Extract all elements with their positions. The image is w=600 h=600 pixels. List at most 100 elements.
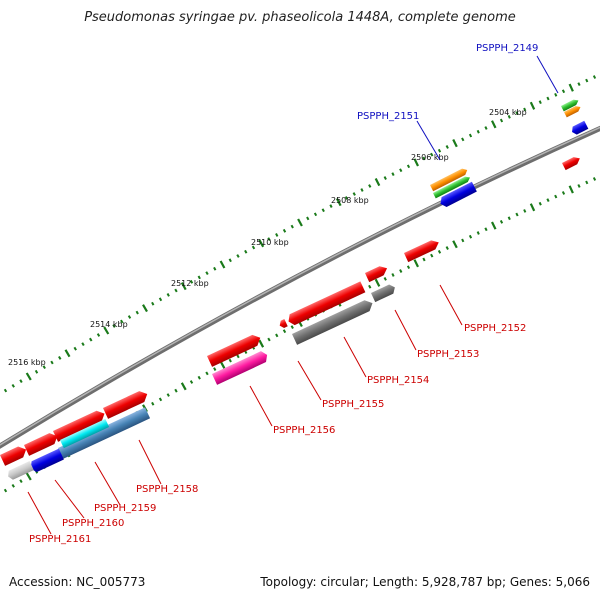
gene-feature-red[interactable] — [365, 264, 389, 283]
minor-tick — [422, 257, 426, 262]
gene-feature-red-small[interactable] — [278, 319, 288, 329]
minor-tick — [11, 383, 15, 388]
minor-tick — [344, 196, 349, 200]
leader-line-2154 — [343, 336, 367, 378]
major-tick — [452, 139, 458, 148]
gene-feature-orange[interactable] — [564, 104, 582, 118]
minor-tick — [554, 194, 558, 199]
minor-tick — [19, 379, 23, 384]
minor-tick — [58, 355, 62, 360]
gene-labels: PSPPH_2149 PSPPH_2151 PSPPH_2152 PSPPH_2… — [29, 43, 538, 545]
minor-tick — [236, 354, 240, 359]
minor-tick — [329, 204, 333, 208]
major-tick — [142, 304, 148, 313]
gene-feature-red[interactable] — [24, 431, 60, 456]
gene-feature-red[interactable] — [562, 155, 582, 171]
minor-tick — [577, 184, 581, 188]
major-tick — [103, 326, 110, 335]
minor-tick — [251, 245, 256, 250]
map-title: Pseudomonas syringae pv. phaseolicola 14… — [84, 10, 516, 25]
gene-label-2151[interactable]: PSPPH_2151 — [357, 111, 419, 122]
gene-feature-orange[interactable] — [430, 167, 469, 192]
gene-label-2158[interactable]: PSPPH_2158 — [136, 484, 198, 495]
major-tick — [491, 120, 497, 129]
minor-tick — [352, 192, 356, 196]
gene-label-2154[interactable]: PSPPH_2154 — [367, 375, 429, 386]
gene-feature-steel[interactable] — [58, 407, 151, 459]
major-tick — [568, 83, 574, 92]
minor-tick — [50, 360, 54, 365]
major-tick — [374, 178, 381, 187]
minor-tick — [445, 145, 449, 149]
gene-feature-gray[interactable] — [371, 283, 397, 303]
minor-tick — [499, 219, 504, 224]
minor-tick — [275, 333, 279, 338]
minor-tick — [282, 228, 287, 233]
major-tick — [413, 158, 419, 167]
gene-feature-magenta[interactable] — [212, 349, 270, 385]
gene-label-2159[interactable]: PSPPH_2159 — [94, 503, 156, 514]
gene-feature-green[interactable] — [433, 175, 471, 199]
minor-tick — [577, 82, 581, 87]
minor-tick — [592, 75, 597, 79]
minor-tick — [290, 325, 294, 329]
minor-tick — [42, 365, 46, 370]
minor-tick — [306, 216, 310, 221]
minor-tick — [158, 397, 163, 402]
minor-tick — [468, 234, 473, 239]
minor-tick — [213, 266, 217, 271]
leader-line-2153 — [394, 309, 417, 351]
gene-feature-red[interactable] — [103, 389, 150, 419]
minor-tick — [383, 277, 387, 281]
minor-tick — [205, 271, 209, 275]
scale-label-2512: 2512 kbp — [171, 279, 209, 288]
gene-label-2160[interactable]: PSPPH_2160 — [62, 518, 124, 529]
minor-tick — [11, 483, 15, 488]
major-tick — [413, 259, 419, 268]
minor-tick — [422, 156, 426, 161]
gene-feature-red[interactable] — [286, 281, 366, 327]
gene-feature-blue[interactable] — [570, 120, 589, 136]
gene-label-2153[interactable]: PSPPH_2153 — [417, 349, 479, 360]
major-tick — [297, 218, 303, 227]
gene-feature-green[interactable] — [561, 98, 580, 112]
gene-label-2152[interactable]: PSPPH_2152 — [464, 323, 526, 334]
leader-line-2156 — [249, 385, 273, 427]
gene-feature-red[interactable] — [207, 332, 263, 367]
minor-tick — [546, 198, 550, 203]
minor-tick — [197, 375, 201, 380]
leader-line-2149 — [536, 55, 559, 94]
minor-tick — [3, 388, 8, 393]
gene-feature-gray[interactable] — [292, 298, 375, 345]
minor-tick — [430, 152, 434, 157]
minor-tick — [437, 148, 442, 153]
minor-tick — [445, 246, 449, 250]
gene-feature-red[interactable] — [404, 238, 441, 263]
gene-feature-red[interactable] — [0, 444, 29, 466]
gene-feature-cyan[interactable] — [60, 418, 110, 449]
genome-backbone-highlight — [0, 126, 600, 446]
minor-tick — [313, 212, 318, 217]
gene-feature-blue[interactable] — [438, 181, 477, 209]
gene-feature-lightgray[interactable] — [6, 461, 34, 481]
major-tick — [258, 339, 265, 348]
leader-line-2160 — [54, 479, 85, 519]
minor-tick — [523, 209, 527, 213]
minor-tick — [127, 315, 132, 319]
minor-tick — [484, 126, 488, 130]
gene-label-2161[interactable]: PSPPH_2161 — [29, 534, 91, 545]
gene-label-2155[interactable]: PSPPH_2155 — [322, 399, 384, 410]
leader-line-2151 — [416, 120, 441, 161]
minor-tick — [468, 133, 473, 138]
gene-label-2156[interactable]: PSPPH_2156 — [273, 425, 335, 436]
gene-feature-red[interactable] — [53, 408, 107, 442]
minor-tick — [151, 401, 155, 406]
accession-text: Accession: NC_005773 — [9, 575, 146, 589]
gene-feature-blue[interactable] — [28, 448, 64, 474]
major-tick — [180, 282, 187, 291]
minor-tick — [275, 233, 279, 237]
minor-tick — [81, 342, 85, 346]
gene-label-2149[interactable]: PSPPH_2149 — [476, 43, 538, 54]
minor-tick — [507, 216, 511, 221]
minor-tick — [267, 337, 271, 342]
